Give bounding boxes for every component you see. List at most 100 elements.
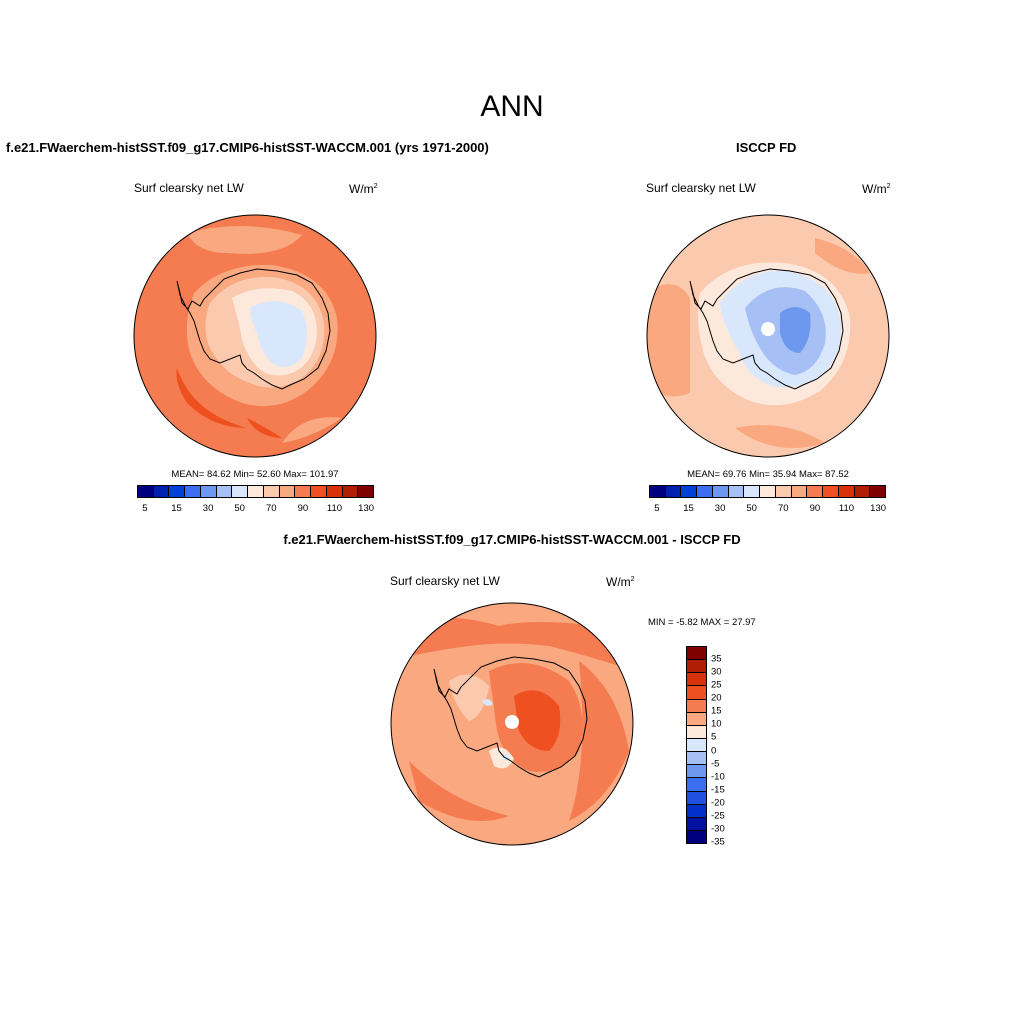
model-light-ocean-patch <box>282 417 342 443</box>
colorbar-tick-label: 5 <box>142 503 148 514</box>
colorbar-tick-label: 15 <box>683 503 694 514</box>
colorbar-swatch <box>760 486 776 497</box>
colorbar-swatch <box>687 765 706 779</box>
colorbar-swatch <box>665 486 682 497</box>
colorbar-tick-label: 110 <box>838 503 855 514</box>
colorbar-swatch <box>687 778 706 792</box>
colorbar-swatch <box>138 486 154 497</box>
obs-variable-label: Surf clearsky net LW <box>646 181 756 195</box>
model-colorbar <box>137 485 374 498</box>
colorbar-tick-label: 110 <box>326 503 343 514</box>
diff-interior-highest-region <box>514 690 561 751</box>
colorbar-swatch <box>232 486 249 497</box>
colorbar-tick-label: 25 <box>711 679 722 691</box>
colorbar-swatch <box>263 486 280 497</box>
obs-units-label: W/m2 <box>862 182 891 196</box>
diff-colorbar <box>686 646 707 844</box>
diff-peninsula-low-region <box>449 674 489 721</box>
colorbar-swatch <box>728 486 745 497</box>
obs-case-title: ISCCP FD <box>736 140 797 155</box>
colorbar-swatch <box>870 486 886 497</box>
diff-variable-label: Surf clearsky net LW <box>390 574 500 588</box>
diff-antarctica-coastline <box>433 656 588 778</box>
colorbar-tick-label: -30 <box>711 823 725 835</box>
colorbar-swatch <box>687 752 706 766</box>
obs-stats: MEAN= 69.76 Min= 35.94 Max= 87.52 <box>687 469 849 480</box>
model-polar-map <box>133 214 377 458</box>
colorbar-tick-label: 35 <box>711 653 722 665</box>
model-light-ocean-patch <box>187 225 302 254</box>
model-dark-ocean-patch <box>176 368 247 428</box>
colorbar-swatch <box>687 712 706 726</box>
colorbar-swatch <box>248 486 264 497</box>
colorbar-tick-label: 0 <box>711 745 717 757</box>
obs-ocean-patch <box>647 284 690 397</box>
colorbar-swatch <box>687 660 706 674</box>
colorbar-swatch <box>185 486 201 497</box>
colorbar-swatch <box>823 486 839 497</box>
colorbar-swatch <box>838 486 855 497</box>
model-case-title: f.e21.FWaerchem-histSST.f09_g17.CMIP6-hi… <box>6 140 489 155</box>
obs-interior-lowest-region <box>780 307 811 353</box>
colorbar-swatch <box>687 699 706 713</box>
obs-ocean-patch <box>735 425 825 448</box>
model-colorbar-labels: 5 15 30 50 70 90 110 130 <box>137 503 374 515</box>
colorbar-tick-label: -5 <box>711 758 720 770</box>
diff-case-title: f.e21.FWaerchem-histSST.f09_g17.CMIP6-hi… <box>283 532 741 547</box>
diff-negative-patch <box>482 699 493 706</box>
diff-ocean-patch <box>391 617 633 671</box>
colorbar-tick-label: 50 <box>746 503 757 514</box>
colorbar-tick-label: -35 <box>711 836 725 848</box>
figure-title: ANN <box>480 90 544 123</box>
diff-colorbar-labels: 35 30 25 20 15 10 5 0 -5 -10 -15 -20 -25 -30 -35 <box>711 646 741 848</box>
colorbar-swatch <box>687 830 706 844</box>
colorbar-tick-label: 30 <box>711 666 722 678</box>
colorbar-tick-label: -15 <box>711 784 725 796</box>
colorbar-swatch <box>687 725 706 739</box>
colorbar-tick-label: 15 <box>171 503 182 514</box>
diff-pole-hole <box>505 715 519 729</box>
diff-polar-map <box>390 602 634 846</box>
colorbar-swatch <box>681 486 698 497</box>
colorbar-swatch <box>342 486 359 497</box>
colorbar-tick-label: 15 <box>711 705 722 717</box>
colorbar-swatch <box>775 486 792 497</box>
obs-colorbar <box>649 485 886 498</box>
colorbar-tick-label: -10 <box>711 771 725 783</box>
obs-antarctica-coastline <box>689 268 844 390</box>
model-colorbar-swatches <box>137 485 374 498</box>
obs-colorbar-swatches <box>649 485 886 498</box>
colorbar-tick-label: 30 <box>202 503 214 514</box>
colorbar-swatch <box>687 738 706 753</box>
model-antarctica-coastline <box>176 268 331 390</box>
colorbar-swatch <box>687 673 706 687</box>
colorbar-swatch <box>169 486 186 497</box>
obs-polar-map <box>646 214 890 458</box>
colorbar-tick-label: 90 <box>809 503 821 514</box>
colorbar-swatch <box>744 486 761 497</box>
colorbar-swatch <box>279 486 296 497</box>
colorbar-swatch <box>854 486 871 497</box>
colorbar-swatch <box>687 817 706 831</box>
colorbar-tick-label: 10 <box>711 718 722 730</box>
colorbar-swatch <box>687 686 706 700</box>
colorbar-tick-label: 30 <box>714 503 726 514</box>
diff-ocean-patch <box>409 761 509 821</box>
colorbar-tick-label: 130 <box>870 503 887 514</box>
colorbar-tick-label: -20 <box>711 797 725 809</box>
colorbar-swatch <box>712 486 729 497</box>
obs-ocean-patch <box>815 238 870 274</box>
colorbar-tick-label: 5 <box>711 731 717 743</box>
diff-stats: MIN = -5.82 MAX = 27.97 <box>648 617 756 628</box>
colorbar-swatch <box>791 486 808 497</box>
colorbar-tick-label: -25 <box>711 810 725 822</box>
diff-units-label: W/m2 <box>606 575 635 589</box>
colorbar-swatch <box>311 486 327 497</box>
colorbar-tick-label: 50 <box>234 503 245 514</box>
obs-pole-hole <box>761 322 775 336</box>
colorbar-swatch <box>697 486 713 497</box>
colorbar-swatch <box>153 486 170 497</box>
colorbar-swatch <box>650 486 666 497</box>
model-units-label: W/m2 <box>349 182 378 196</box>
colorbar-tick-label: 90 <box>297 503 309 514</box>
